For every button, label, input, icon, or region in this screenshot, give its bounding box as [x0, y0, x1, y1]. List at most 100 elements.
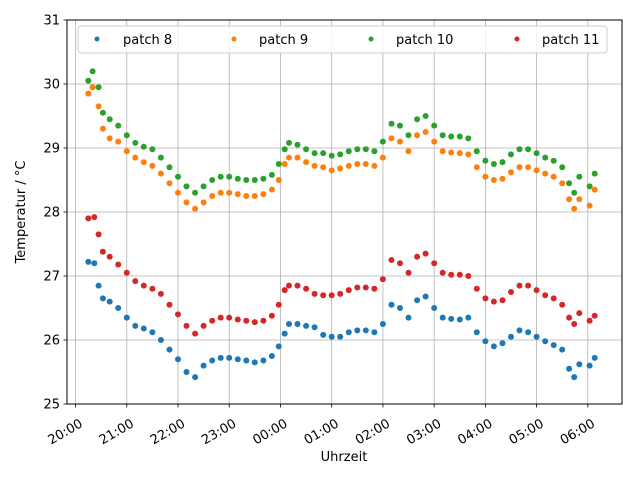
- data-point: [115, 305, 122, 311]
- data-point: [85, 215, 92, 222]
- series-patch-11: [85, 214, 598, 337]
- data-point: [566, 365, 573, 372]
- data-point: [397, 122, 403, 129]
- data-point: [268, 312, 275, 319]
- data-point: [275, 343, 282, 350]
- data-point: [217, 354, 224, 361]
- data-point: [559, 180, 566, 187]
- data-point: [345, 148, 352, 155]
- data-point: [422, 113, 429, 119]
- data-point: [499, 159, 506, 166]
- data-point: [226, 173, 233, 180]
- legend-label-patch-9: patch 9: [259, 33, 308, 48]
- data-point: [397, 138, 403, 145]
- data-point: [311, 324, 318, 331]
- data-point: [345, 162, 352, 169]
- data-point: [85, 90, 92, 97]
- data-point: [328, 152, 335, 159]
- data-point: [200, 199, 207, 206]
- data-point: [106, 116, 113, 123]
- data-point: [448, 149, 455, 156]
- data-point: [132, 322, 139, 329]
- data-point: [175, 311, 181, 318]
- data-point: [388, 120, 395, 127]
- data-point: [183, 183, 190, 190]
- data-point: [354, 327, 361, 334]
- data-point: [286, 321, 292, 327]
- data-point: [576, 196, 583, 203]
- data-point: [275, 177, 282, 183]
- data-point: [525, 146, 532, 153]
- data-point: [234, 191, 241, 198]
- data-point: [243, 177, 250, 183]
- data-point: [281, 146, 288, 153]
- data-point: [311, 162, 318, 169]
- data-point: [275, 161, 282, 167]
- data-point: [175, 173, 181, 180]
- data-point: [439, 148, 446, 155]
- legend-marker-patch-8: [94, 36, 100, 42]
- data-point: [371, 329, 378, 336]
- data-point: [192, 205, 199, 212]
- data-point: [508, 169, 514, 176]
- data-point: [243, 317, 250, 324]
- data-point: [525, 282, 532, 289]
- data-point: [123, 314, 130, 321]
- data-point: [132, 154, 139, 161]
- data-point: [591, 186, 598, 193]
- data-points: [85, 68, 598, 381]
- data-point: [542, 338, 549, 345]
- y-tick-label: 28: [43, 206, 60, 221]
- data-point: [251, 359, 258, 366]
- legend: patch 8 patch 9 patch 10 patch 11: [77, 25, 608, 54]
- data-point: [499, 175, 506, 182]
- legend-label-patch-8: patch 8: [123, 33, 172, 48]
- data-point: [234, 356, 241, 363]
- data-point: [243, 193, 250, 199]
- data-point: [260, 191, 267, 198]
- data-point: [226, 189, 233, 196]
- data-point: [371, 148, 378, 155]
- data-point: [251, 319, 258, 326]
- data-point: [414, 253, 421, 260]
- data-point: [465, 135, 472, 142]
- data-point: [533, 333, 540, 340]
- data-point: [226, 354, 233, 361]
- data-point: [586, 202, 593, 209]
- data-point: [508, 333, 514, 340]
- data-point: [473, 285, 480, 292]
- data-point: [209, 317, 216, 324]
- y-tick-label: 27: [43, 270, 60, 285]
- data-point: [320, 164, 327, 171]
- data-point: [422, 293, 429, 300]
- data-point: [456, 133, 463, 140]
- data-point: [89, 68, 96, 75]
- legend-label-patch-10: patch 10: [396, 33, 453, 48]
- data-point: [157, 170, 164, 177]
- data-point: [379, 276, 386, 283]
- data-point: [166, 180, 173, 187]
- data-point: [337, 165, 344, 172]
- data-point: [251, 193, 258, 199]
- data-point: [422, 129, 429, 135]
- data-point: [405, 132, 412, 139]
- data-point: [566, 180, 573, 187]
- data-point: [362, 161, 369, 167]
- data-point: [405, 148, 412, 155]
- data-point: [414, 297, 421, 304]
- data-point: [149, 285, 156, 292]
- grid: [67, 19, 622, 405]
- data-point: [337, 151, 344, 158]
- data-point: [268, 186, 275, 193]
- data-point: [379, 138, 386, 145]
- data-point: [591, 354, 598, 361]
- data-point: [379, 321, 386, 327]
- data-point: [95, 103, 102, 110]
- data-point: [99, 125, 106, 132]
- data-point: [571, 321, 578, 327]
- data-point: [405, 314, 412, 321]
- data-point: [576, 310, 583, 317]
- data-point: [200, 362, 207, 369]
